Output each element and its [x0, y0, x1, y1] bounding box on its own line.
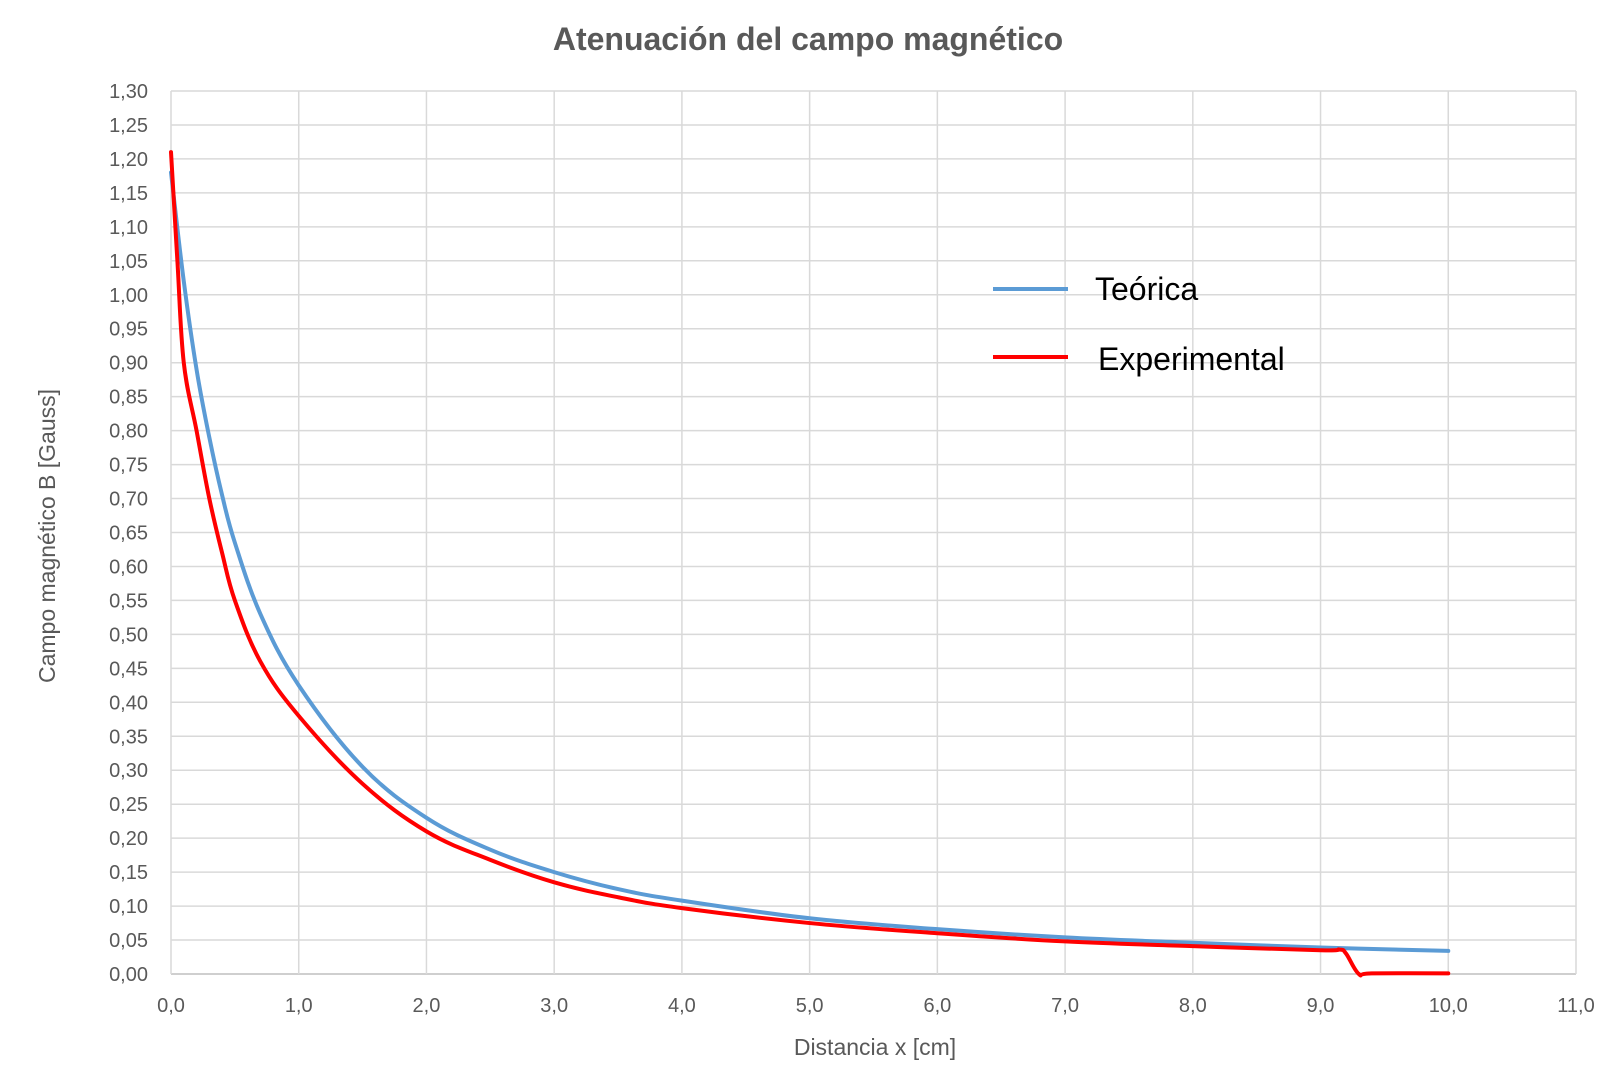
y-tick-label: 1,15 — [109, 183, 148, 205]
y-tick-label: 1,05 — [109, 251, 148, 273]
x-tick-label: 4,0 — [668, 995, 696, 1017]
series-lines — [169, 150, 1451, 978]
y-tick-label: 0,10 — [109, 896, 148, 918]
x-tick-label: 9,0 — [1307, 995, 1335, 1017]
y-tick-label: 0,30 — [109, 760, 148, 782]
y-tick-label: 0,75 — [109, 455, 148, 477]
y-tick-label: 0,25 — [109, 794, 148, 816]
x-tick-label: 1,0 — [285, 995, 313, 1017]
x-tick-label: 8,0 — [1179, 995, 1207, 1017]
y-tick-label: 1,10 — [109, 217, 148, 239]
y-tick-label: 0,60 — [109, 556, 148, 578]
y-tick-label: 0,00 — [109, 964, 148, 986]
series-line-0 — [169, 170, 1451, 953]
legend-label-1: Experimental — [1098, 341, 1285, 377]
y-tick-label: 0,90 — [109, 353, 148, 375]
x-axis-ticks: 0,0 1,0 2,0 3,0 4,0 5,0 6,0 7,0 8,0 9,0 10,0 11,0 — [157, 995, 1595, 1017]
y-tick-label: 0,40 — [109, 692, 148, 714]
y-tick-label: 0,45 — [109, 658, 148, 680]
legend: Teórica Experimental — [993, 271, 1285, 377]
x-tick-label: 11,0 — [1557, 995, 1594, 1017]
y-tick-label: 1,30 — [109, 81, 148, 103]
y-tick-label: 0,95 — [109, 319, 148, 341]
y-tick-label: 0,15 — [109, 862, 148, 884]
y-tick-label: 0,20 — [109, 828, 148, 850]
y-tick-label: 0,65 — [109, 523, 148, 545]
x-axis-label: Distancia x [cm] — [794, 1034, 956, 1060]
y-tick-label: 1,25 — [109, 115, 148, 137]
y-tick-label: 1,20 — [109, 149, 148, 171]
x-tick-label: 7,0 — [1051, 995, 1079, 1017]
y-tick-label: 0,70 — [109, 489, 148, 511]
legend-label-0: Teórica — [1095, 271, 1198, 307]
x-tick-label: 2,0 — [413, 995, 441, 1017]
y-axis-label: Campo magnético B [Gauss] — [34, 389, 60, 683]
x-tick-label: 10,0 — [1429, 995, 1468, 1017]
series-line-1 — [169, 150, 1451, 978]
y-tick-label: 0,80 — [109, 421, 148, 443]
grid — [170, 90, 1577, 975]
x-tick-label: 0,0 — [157, 995, 185, 1017]
y-tick-label: 1,00 — [109, 285, 148, 307]
x-tick-label: 5,0 — [796, 995, 824, 1017]
chart-title: Atenuación del campo magnético — [553, 21, 1063, 57]
y-axis-ticks: 0,00 0,05 0,10 0,15 0,20 0,25 0,30 0,35 0,40 0,45… — [109, 81, 148, 986]
y-tick-label: 0,50 — [109, 624, 148, 646]
y-tick-label: 0,55 — [109, 590, 148, 612]
x-tick-label: 6,0 — [923, 995, 951, 1017]
y-tick-label: 0,05 — [109, 930, 148, 952]
y-tick-label: 0,85 — [109, 387, 148, 409]
x-tick-label: 3,0 — [540, 995, 568, 1017]
y-tick-label: 0,35 — [109, 726, 148, 748]
